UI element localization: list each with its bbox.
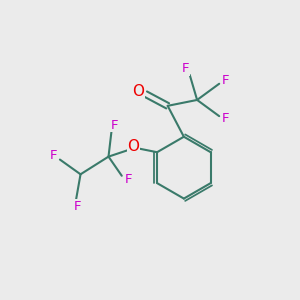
Text: O: O [133,84,145,99]
Text: F: F [182,62,189,75]
Text: F: F [124,173,132,186]
Text: F: F [50,149,57,162]
Text: F: F [222,112,230,125]
Text: F: F [222,74,230,87]
Text: O: O [128,140,140,154]
Text: F: F [74,200,81,213]
Text: F: F [111,118,118,132]
